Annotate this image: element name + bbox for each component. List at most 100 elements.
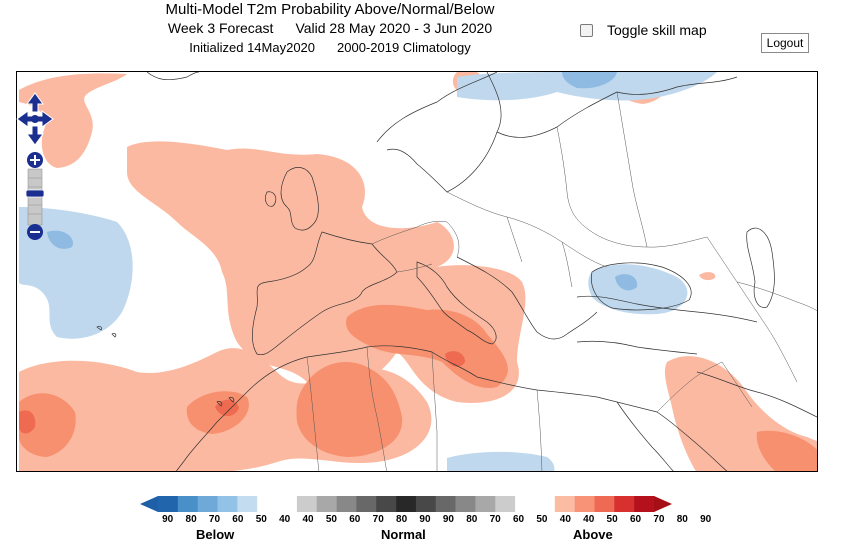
legend-value: 60 xyxy=(512,514,525,525)
legend-value: 40 xyxy=(583,514,595,525)
legend-value: 60 xyxy=(349,514,361,525)
legend-values: 90 80 70 60 50 40 40 50 60 70 80 90 90 80 70 60 50 40 40 50… xyxy=(156,514,717,525)
legend-cell xyxy=(515,496,536,512)
border-europe-1 xyxy=(371,220,460,273)
legend-value: 40 xyxy=(559,514,571,525)
legend-cell xyxy=(634,496,655,512)
legend-below-arrow xyxy=(140,496,158,512)
forecast-line: Week 3 Forecast Valid 28 May 2020 - 3 Jun… xyxy=(130,19,530,38)
legend-value: 50 xyxy=(606,514,618,525)
coastline-arabia xyxy=(696,371,817,418)
zoom-slider-handle[interactable] xyxy=(25,189,45,198)
pan-down-arrow[interactable] xyxy=(26,125,44,146)
cool-strong-atlantic xyxy=(47,230,73,249)
legend-normal-label: Normal xyxy=(381,527,426,542)
forecast-week: Week 3 Forecast xyxy=(167,20,274,36)
warm-region-iberia-small xyxy=(289,327,308,340)
coastline-iceland xyxy=(146,72,200,81)
skill-map-checkbox[interactable] xyxy=(580,23,593,37)
toggle-skill-map[interactable]: Toggle skill map xyxy=(580,22,707,38)
warm-core-tunisia xyxy=(445,351,465,367)
cool-strong-regions xyxy=(47,72,638,291)
warm-strong-atlantic-tropics xyxy=(19,393,76,457)
legend-value: 90 xyxy=(162,514,174,525)
logout-button[interactable]: Logout xyxy=(761,33,809,53)
color-legend xyxy=(140,496,672,512)
legend-cell xyxy=(177,496,198,512)
legend-cell xyxy=(396,496,417,512)
zoom-control[interactable] xyxy=(25,152,45,240)
legend-value: 50 xyxy=(255,514,267,525)
legend-value: 70 xyxy=(489,514,501,525)
legend-cell xyxy=(217,496,238,512)
forecast-map[interactable] xyxy=(16,71,818,472)
pan-control[interactable] xyxy=(16,92,54,146)
legend-value: 60 xyxy=(629,514,642,525)
warm-core-atlantic xyxy=(19,410,36,434)
init-line: Initialized 14May2020 2000-2019 Climatolo… xyxy=(130,38,530,57)
legend-cell xyxy=(257,496,278,512)
warm-strong-sahara xyxy=(296,362,403,457)
legend-value: 90 xyxy=(442,514,454,525)
coastline-africa-west xyxy=(175,391,248,471)
coastline-caspian xyxy=(746,227,775,308)
legend-cells xyxy=(158,496,655,512)
pan-left-arrow[interactable] xyxy=(16,110,34,128)
legend-value: 60 xyxy=(232,514,244,525)
legend-value: 70 xyxy=(372,514,384,525)
legend-cell xyxy=(277,496,298,512)
initialized-date: Initialized 14May2020 xyxy=(189,40,316,55)
legend-value: 90 xyxy=(419,514,431,525)
legend-cell xyxy=(435,496,456,512)
pan-up-arrow[interactable] xyxy=(26,92,44,113)
coastline-black-sea xyxy=(591,262,692,311)
legend-cell xyxy=(455,496,476,512)
legend-value: 70 xyxy=(208,514,221,525)
legend-cell xyxy=(574,496,595,512)
cool-region-black-sea xyxy=(588,264,688,315)
warm-strong-mediterranean xyxy=(346,304,508,388)
legend-value: 50 xyxy=(325,514,337,525)
border-east xyxy=(706,236,817,383)
warm-strong-regions xyxy=(19,304,817,471)
warm-region-atlantic-north xyxy=(19,73,127,168)
legend-cell xyxy=(594,496,615,512)
legend-above-label: Above xyxy=(573,527,613,542)
coastline-uk xyxy=(265,167,319,231)
cool-region-egypt xyxy=(447,451,555,471)
country-borders xyxy=(306,91,817,471)
legend-cell xyxy=(356,496,377,512)
legend-cell xyxy=(495,496,516,512)
cool-strong-black-sea xyxy=(615,274,638,291)
toggle-skill-map-label: Toggle skill map xyxy=(607,22,707,38)
map-canvas xyxy=(19,72,817,471)
pan-right-arrow[interactable] xyxy=(36,110,54,128)
legend-value: 50 xyxy=(536,514,548,525)
legend-value: 40 xyxy=(279,514,291,525)
legend-cell xyxy=(237,496,258,512)
legend-below-label: Below xyxy=(196,527,235,542)
legend-value: 70 xyxy=(653,514,665,525)
legend-cell xyxy=(336,496,357,512)
climatology-period: 2000-2019 Climatology xyxy=(337,40,471,55)
legend-cell xyxy=(296,496,318,512)
legend-value: 80 xyxy=(396,514,408,525)
legend-value: 80 xyxy=(466,514,478,525)
cool-region-atlantic-west xyxy=(19,207,133,339)
coastline-balkans xyxy=(456,256,598,340)
legend-cell xyxy=(376,496,397,512)
legend-cell xyxy=(316,496,337,512)
coastline-france-iberia xyxy=(252,231,398,356)
legend-value: 80 xyxy=(676,514,688,525)
legend-cell xyxy=(158,496,179,512)
coastline-turkey xyxy=(576,295,758,355)
cool-strong-scandinavia xyxy=(562,72,617,89)
legend-above-arrow xyxy=(654,496,672,512)
warm-strong-arabia xyxy=(756,430,817,471)
border-middle-east xyxy=(656,361,753,413)
coastline-north-africa xyxy=(246,345,658,413)
legend-cell xyxy=(614,496,635,512)
warm-core-canary xyxy=(215,399,239,417)
legend-cell xyxy=(197,496,218,512)
coastline-red-sea xyxy=(616,401,728,471)
